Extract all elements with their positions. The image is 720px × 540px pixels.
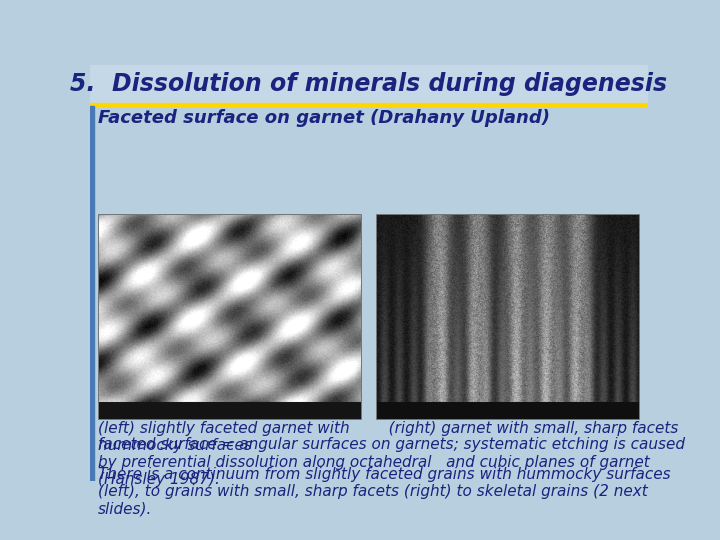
Text: 5.  Dissolution of minerals during diagenesis: 5. Dissolution of minerals during diagen… [71,72,667,96]
Bar [99,215,361,419]
Bar [90,65,648,103]
Bar [90,106,94,481]
Text: There is a continuum from slightly faceted grains with hummocky surfaces
(left),: There is a continuum from slightly facet… [98,467,670,517]
Text: (left) slightly faceted garnet with        (right) garnet with small, sharp face: (left) slightly faceted garnet with (rig… [98,421,678,453]
Text: faceted surface = angular surfaces on garnets; systematic etching is caused
by p: faceted surface = angular surfaces on ga… [98,437,685,487]
Bar [90,103,648,106]
Text: Faceted surface on garnet (Drahany Upland): Faceted surface on garnet (Drahany Uplan… [98,109,550,127]
Bar [377,215,639,419]
